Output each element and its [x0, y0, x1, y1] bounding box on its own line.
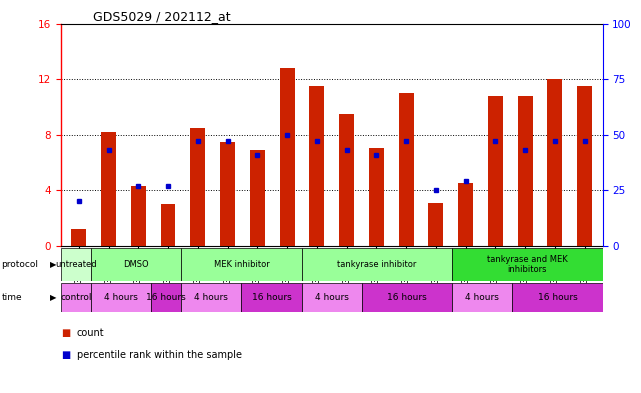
Bar [250, 150, 265, 246]
Bar [369, 149, 384, 246]
Text: 16 hours: 16 hours [538, 293, 578, 302]
Text: control: control [60, 293, 92, 302]
Text: GDS5029 / 202112_at: GDS5029 / 202112_at [93, 10, 231, 23]
Bar [101, 132, 116, 246]
Text: ■: ■ [61, 350, 70, 360]
Text: ■: ■ [61, 328, 70, 338]
Bar [310, 86, 324, 246]
Text: count: count [77, 328, 104, 338]
Bar [339, 114, 354, 246]
Bar [518, 96, 533, 246]
Bar [71, 229, 86, 246]
Bar [512, 283, 603, 312]
Text: DMSO: DMSO [123, 260, 149, 269]
Bar [151, 283, 181, 312]
Bar [399, 93, 413, 246]
Text: ▶: ▶ [50, 260, 56, 269]
Text: time: time [1, 293, 22, 302]
Text: MEK inhibitor: MEK inhibitor [213, 260, 269, 269]
Text: percentile rank within the sample: percentile rank within the sample [77, 350, 242, 360]
Bar [242, 283, 302, 312]
Text: 16 hours: 16 hours [146, 293, 186, 302]
Text: 4 hours: 4 hours [465, 293, 499, 302]
Text: ▶: ▶ [50, 293, 56, 302]
Bar [161, 204, 176, 246]
Bar [190, 128, 205, 246]
Bar [428, 203, 444, 246]
Text: protocol: protocol [1, 260, 38, 269]
Bar [547, 79, 562, 246]
Bar [91, 283, 151, 312]
Bar [61, 248, 91, 281]
Text: 16 hours: 16 hours [387, 293, 427, 302]
Text: 4 hours: 4 hours [104, 293, 138, 302]
Bar [458, 183, 473, 246]
Bar [181, 283, 242, 312]
Bar [220, 141, 235, 246]
Text: 4 hours: 4 hours [194, 293, 228, 302]
Bar [302, 283, 362, 312]
Text: tankyrase and MEK
inhibitors: tankyrase and MEK inhibitors [487, 255, 568, 274]
Bar [181, 248, 302, 281]
Bar [452, 283, 512, 312]
Text: tankyrase inhibitor: tankyrase inhibitor [337, 260, 417, 269]
Bar [488, 96, 503, 246]
Text: 16 hours: 16 hours [252, 293, 292, 302]
Bar [302, 248, 452, 281]
Bar [279, 68, 294, 246]
Bar [61, 283, 91, 312]
Bar [452, 248, 603, 281]
Bar [578, 86, 592, 246]
Text: untreated: untreated [55, 260, 97, 269]
Bar [91, 248, 181, 281]
Text: 4 hours: 4 hours [315, 293, 349, 302]
Bar [131, 186, 146, 246]
Bar [362, 283, 452, 312]
